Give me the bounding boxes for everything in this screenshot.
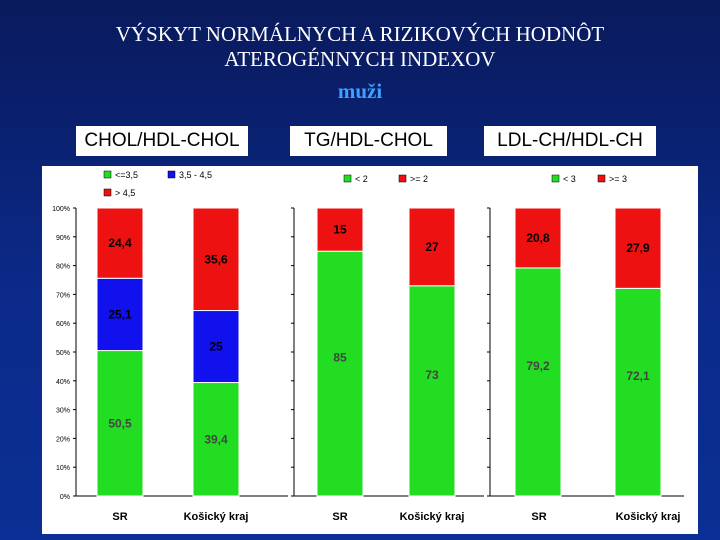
legend-swatch bbox=[103, 170, 112, 179]
data-label: 73 bbox=[425, 368, 439, 382]
legend-swatch bbox=[167, 170, 176, 179]
category-label: Košický kraj bbox=[184, 511, 249, 523]
y-tick-label: 80% bbox=[56, 264, 70, 271]
category-label: SR bbox=[112, 511, 127, 523]
data-label: 35,6 bbox=[204, 252, 228, 266]
bar-segment bbox=[408, 207, 456, 287]
bar-segment bbox=[514, 207, 562, 269]
panel-title-ldl-hdl: LDL-CH/HDL-CH bbox=[484, 126, 656, 156]
title-line-2: ATEROGÉNNYCH INDEXOV bbox=[224, 47, 496, 71]
y-tick-label: 0% bbox=[60, 494, 70, 501]
bar-segment bbox=[316, 250, 364, 497]
legend-swatch bbox=[597, 174, 606, 183]
bar-segment bbox=[192, 310, 240, 384]
legend-label: < 3 bbox=[563, 174, 576, 184]
data-label: 20,8 bbox=[526, 231, 550, 245]
y-tick-label: 40% bbox=[56, 379, 70, 386]
legend-label: < 2 bbox=[355, 174, 368, 184]
data-label: 27,9 bbox=[626, 241, 650, 255]
y-tick-label: 90% bbox=[56, 235, 70, 242]
page-subtitle: muži bbox=[337, 79, 383, 103]
y-tick-label: 70% bbox=[56, 292, 70, 299]
y-tick-label: 50% bbox=[56, 350, 70, 357]
category-label: Košický kraj bbox=[400, 511, 465, 523]
data-label: 24,4 bbox=[108, 236, 132, 250]
data-label: 15 bbox=[333, 223, 347, 237]
data-label: 72,1 bbox=[626, 369, 650, 383]
bar-segment bbox=[192, 382, 240, 497]
data-label: 50,5 bbox=[108, 416, 132, 430]
data-label: 39,4 bbox=[204, 432, 228, 446]
legend-label: 3,5 - 4,5 bbox=[179, 170, 212, 180]
bar-segment bbox=[408, 285, 456, 497]
bar-segment bbox=[192, 207, 240, 312]
legend-label: >= 3 bbox=[609, 174, 627, 184]
charts-svg: 0% 10% 20% 30% 40% 50% 60% 70% 80% 90% 100% 50,5 25,… bbox=[52, 170, 684, 523]
data-label: 27 bbox=[425, 240, 439, 254]
bar-segment bbox=[614, 207, 662, 289]
y-tick-label: 10% bbox=[56, 465, 70, 472]
chart-area: 0% 10% 20% 30% 40% 50% 60% 70% 80% 90% 100% 50,5 25,… bbox=[42, 166, 698, 534]
legend-label: <=3,5 bbox=[115, 170, 138, 180]
page-title: VÝSKYT NORMÁLNYCH A RIZIKOVÝCH HODNÔT AT… bbox=[0, 22, 720, 72]
bar-segment bbox=[96, 207, 144, 279]
y-tick-label: 30% bbox=[56, 408, 70, 415]
legend-swatch bbox=[398, 174, 407, 183]
data-label: 25 bbox=[209, 340, 223, 354]
legend-swatch bbox=[343, 174, 352, 183]
data-label: 85 bbox=[333, 351, 347, 365]
panel-title-tg-hdl: TG/HDL-CHOL bbox=[290, 126, 447, 156]
panel-title-chol-hdl: CHOL/HDL-CHOL bbox=[76, 126, 248, 156]
legend-label: > 4,5 bbox=[115, 188, 135, 198]
data-label: 79,2 bbox=[526, 359, 550, 373]
bar-segment bbox=[316, 207, 364, 252]
category-label: Košický kraj bbox=[616, 511, 681, 523]
data-label: 25,1 bbox=[108, 307, 132, 321]
y-tick-label: 100% bbox=[52, 206, 70, 213]
title-line-1: VÝSKYT NORMÁLNYCH A RIZIKOVÝCH HODNÔT bbox=[115, 22, 605, 46]
bar-segment bbox=[614, 287, 662, 497]
y-tick-label: 20% bbox=[56, 436, 70, 443]
bar-segment bbox=[514, 267, 562, 497]
legend-swatch bbox=[551, 174, 560, 183]
category-label: SR bbox=[332, 511, 347, 523]
legend-swatch bbox=[103, 188, 112, 197]
bar-segment bbox=[96, 350, 144, 497]
legend-label: >= 2 bbox=[410, 174, 428, 184]
y-tick-label: 60% bbox=[56, 321, 70, 328]
category-label: SR bbox=[531, 511, 546, 523]
bar-segment bbox=[96, 277, 144, 352]
